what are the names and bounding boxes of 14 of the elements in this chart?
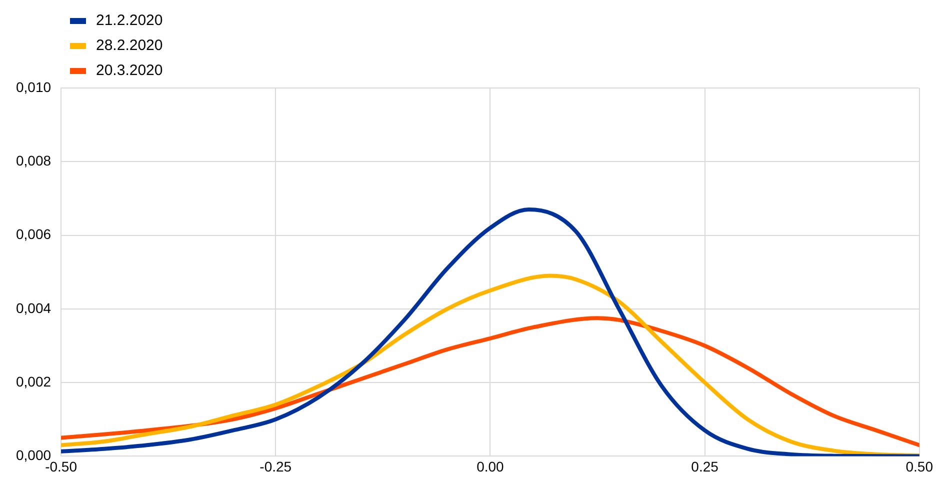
x-tick-label: 0.50 [906,458,934,474]
x-tick-label: -0.25 [260,458,292,474]
y-tick-label: 0,006 [16,226,52,242]
y-tick-label: 0,008 [16,152,52,168]
x-tick-label: 0.25 [691,458,719,474]
legend-label: 28.2.2020 [96,37,163,54]
y-tick-label: 0,002 [16,373,52,390]
x-tick-label: 0.00 [476,458,504,474]
line-series [61,316,920,448]
y-tick-label: 0,000 [16,447,52,464]
legend-label: 21.2.2020 [96,12,163,29]
legend-label: 20.3.2020 [96,62,163,79]
y-tick-label: 0,004 [16,300,52,316]
y-tick-label: 0,010 [16,78,52,95]
